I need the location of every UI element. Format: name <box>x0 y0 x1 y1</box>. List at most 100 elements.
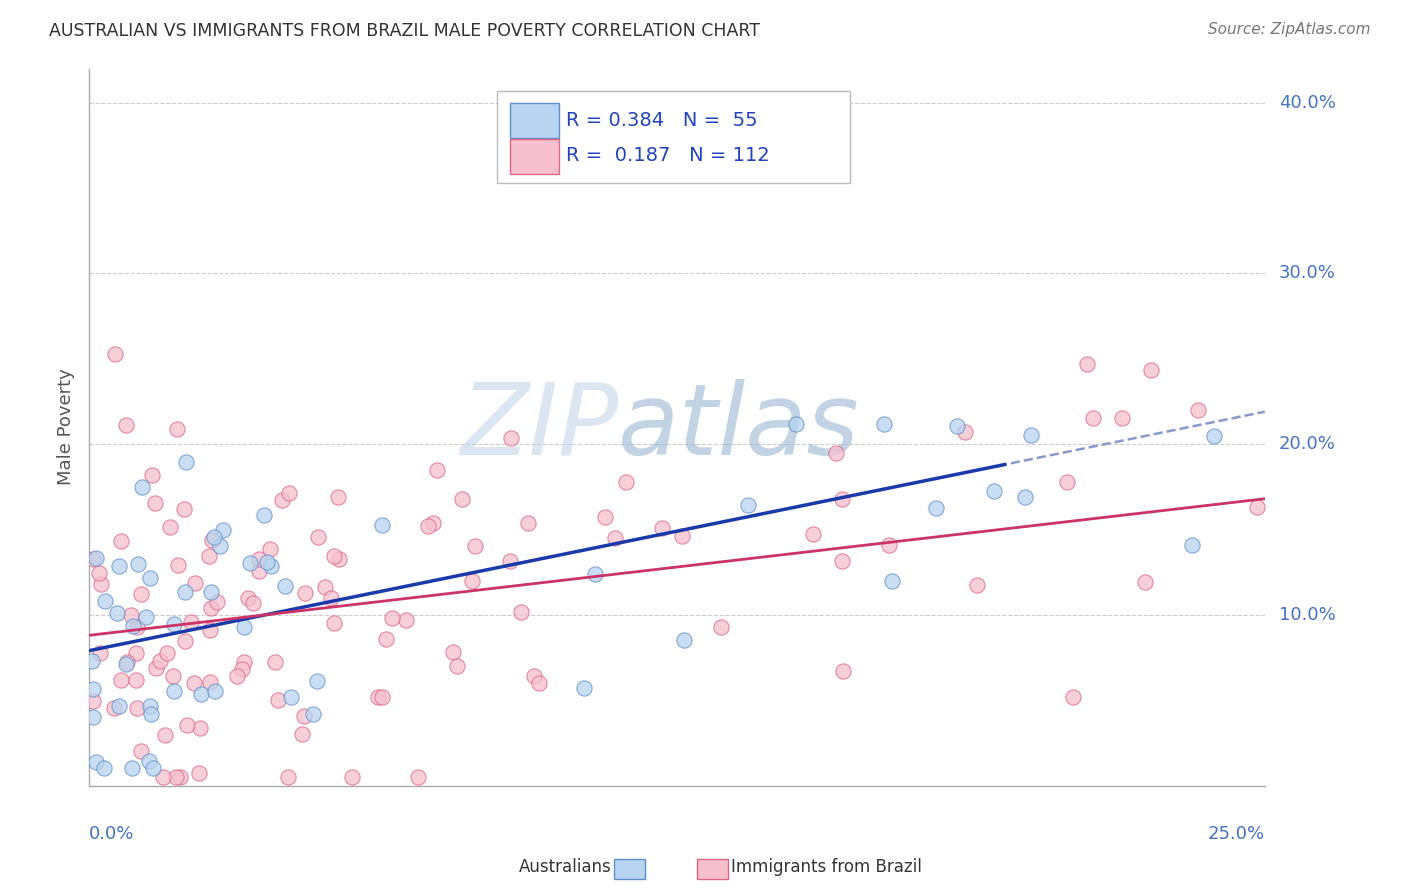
Point <box>247 564 270 578</box>
Point <box>121 762 143 776</box>
Point <box>187 766 209 780</box>
Point <box>153 728 176 742</box>
Point <box>583 566 606 581</box>
Point <box>242 596 264 610</box>
Point <box>211 523 233 537</box>
Point <box>226 669 249 683</box>
Point <box>671 529 693 543</box>
Point <box>572 681 595 695</box>
Point <box>110 673 132 687</box>
Point <box>110 534 132 549</box>
Text: R =  0.187   N = 112: R = 0.187 N = 112 <box>567 146 770 166</box>
Point <box>737 498 759 512</box>
Point <box>381 610 404 624</box>
Point <box>87 566 110 581</box>
Text: atlas: atlas <box>619 378 860 475</box>
Point <box>271 493 294 508</box>
Point <box>202 530 225 544</box>
Text: 30.0%: 30.0% <box>1279 264 1336 283</box>
Text: Australians: Australians <box>519 858 612 876</box>
Point <box>1062 690 1084 704</box>
Point <box>307 674 329 689</box>
Point <box>247 551 270 566</box>
Point <box>371 690 394 704</box>
Point <box>510 605 533 619</box>
Point <box>129 586 152 600</box>
Point <box>342 770 364 784</box>
Point <box>82 552 104 566</box>
Point <box>1021 427 1043 442</box>
Text: 40.0%: 40.0% <box>1279 94 1336 112</box>
Point <box>104 347 127 361</box>
Point <box>831 554 853 568</box>
Point <box>292 709 315 723</box>
Point <box>205 595 228 609</box>
Point <box>966 577 988 591</box>
Point <box>93 762 115 776</box>
Point <box>803 526 825 541</box>
Point <box>89 647 111 661</box>
Point <box>1111 411 1133 425</box>
Point <box>190 688 212 702</box>
Point <box>82 693 104 707</box>
Point <box>142 762 165 776</box>
Point <box>831 491 853 506</box>
Point <box>710 620 733 634</box>
Point <box>176 718 198 732</box>
Point <box>319 591 342 606</box>
Point <box>1076 357 1098 371</box>
Text: AUSTRALIAN VS IMMIGRANTS FROM BRAZIL MALE POVERTY CORRELATION CHART: AUSTRALIAN VS IMMIGRANTS FROM BRAZIL MAL… <box>49 22 761 40</box>
Point <box>107 558 129 573</box>
Point <box>280 690 302 705</box>
Point <box>873 417 896 432</box>
Text: 20.0%: 20.0% <box>1279 435 1336 453</box>
Point <box>595 510 617 524</box>
Point <box>127 557 149 571</box>
Point <box>82 654 104 668</box>
Point <box>129 744 152 758</box>
Point <box>180 615 202 629</box>
Point <box>90 577 112 591</box>
Point <box>498 554 520 568</box>
Point <box>523 669 546 683</box>
Point <box>925 501 948 516</box>
Point <box>165 770 187 784</box>
Point <box>1246 500 1268 514</box>
Point <box>169 770 191 784</box>
Point <box>651 521 673 535</box>
Point <box>190 721 212 735</box>
Point <box>273 579 295 593</box>
Point <box>135 609 157 624</box>
Text: Immigrants from Brazil: Immigrants from Brazil <box>731 858 922 876</box>
Point <box>183 676 205 690</box>
Point <box>233 655 256 669</box>
Point <box>307 530 329 544</box>
FancyBboxPatch shape <box>510 103 560 138</box>
Point <box>294 586 316 600</box>
Point <box>204 684 226 698</box>
Point <box>461 574 484 589</box>
Point <box>139 571 162 585</box>
Point <box>1056 475 1078 489</box>
Point <box>200 623 222 637</box>
Point <box>84 755 107 769</box>
Point <box>825 446 848 460</box>
Point <box>394 613 416 627</box>
Point <box>1187 403 1209 417</box>
Point <box>832 664 855 678</box>
Point <box>239 557 262 571</box>
Point <box>103 700 125 714</box>
Point <box>121 619 143 633</box>
Point <box>422 516 444 531</box>
Point <box>983 484 1005 499</box>
Point <box>1135 575 1157 590</box>
Point <box>115 657 138 672</box>
Point <box>328 551 350 566</box>
Point <box>162 616 184 631</box>
Point <box>277 770 299 784</box>
Point <box>166 422 188 436</box>
Point <box>955 425 977 440</box>
Point <box>603 531 626 545</box>
Point <box>139 698 162 713</box>
Point <box>173 501 195 516</box>
